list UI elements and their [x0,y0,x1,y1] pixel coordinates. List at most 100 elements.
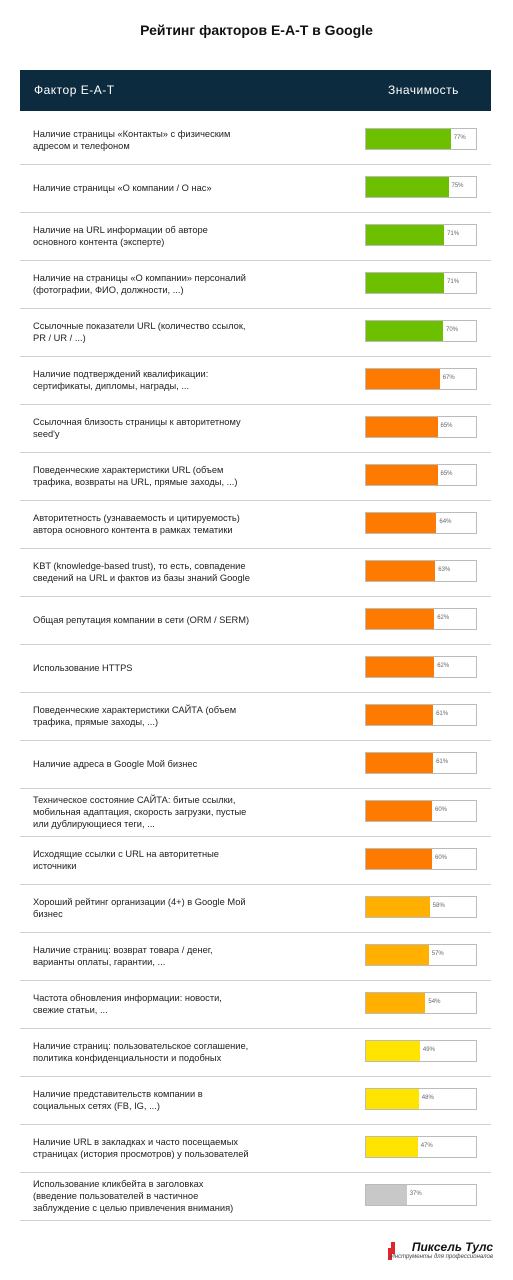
bar [366,417,438,437]
bar [366,1137,418,1157]
category-label: Наличие адреса в Google Мой бизнес [33,759,198,769]
bar [366,1041,420,1061]
category-label: Хороший рейтинг организации (4+) в Googl… [33,897,246,919]
category-label: Наличие на страницы «О компании» персона… [33,273,246,295]
bar-track: 71% [365,272,477,294]
bar [366,513,437,533]
value-label: 77% [453,135,466,141]
row: Наличие страниц: возврат товара / денег,… [20,932,491,981]
bar-track: 57% [365,944,477,966]
category-label: Наличие URL в закладках и часто посещаем… [33,1137,249,1159]
category-label: KBT (knowledge-based trust), то есть, со… [33,561,250,583]
bar-track: 62% [365,656,477,678]
bar-track: 48% [365,1088,477,1110]
bar-track: 65% [365,464,477,486]
bar [366,369,440,389]
value-label: 67% [442,375,455,381]
row: Наличие подтверждений квалификации: серт… [20,356,491,405]
bar [366,897,430,917]
row: Ссылочные показатели URL (количество ссы… [20,308,491,357]
column-header: Значимость [388,83,459,97]
row: Наличие страниц: пользовательское соглаш… [20,1028,491,1077]
bar-track: 60% [365,800,477,822]
value-label: 37% [409,1191,422,1197]
bar-track: 60% [365,848,477,870]
row: Наличие адреса в Google Мой бизнес 61% [20,740,491,789]
category-label: Использование кликбейта в заголовках (вв… [33,1179,234,1213]
bar [366,801,432,821]
bar-track: 49% [365,1040,477,1062]
bar-track: 58% [365,896,477,918]
bar-track: 70% [365,320,477,342]
bar-track: 75% [365,176,477,198]
row: Авторитетность (узнаваемость и цитируемо… [20,500,491,549]
category-label: Наличие страницы «Контакты» с физическим… [33,129,231,151]
bar [366,993,426,1013]
bar [366,465,438,485]
bar [366,225,445,245]
bar-track: 47% [365,1136,477,1158]
row: Наличие страницы «О компании / О нас» 75% [20,164,491,213]
value-label: 61% [436,711,449,717]
bar-track: 61% [365,752,477,774]
category-label: Наличие на URL информации об авторе осно… [33,225,208,247]
table-header: Фактор E-A-T Значимость [20,70,491,111]
bar-track: 37% [365,1184,477,1206]
category-label: Ссылочная близость страницы к авторитетн… [33,417,241,439]
column-header: Фактор E-A-T [34,83,115,97]
row: KBT (knowledge-based trust), то есть, со… [20,548,491,597]
logo-name: Пиксель Тулс [411,1240,493,1254]
category-label: Использование HTTPS [33,663,133,673]
bar [366,609,435,629]
row: Ссылочная близость страницы к авторитетн… [20,404,491,453]
bar [366,1089,419,1109]
category-label: Поведенческие характеристики САЙТА (объе… [33,705,237,727]
value-label: 71% [447,279,460,285]
logo: Пиксель Тулс Инструменты для профессиона… [391,1240,494,1260]
bar [366,273,445,293]
value-label: 62% [437,663,450,669]
bar [366,1185,407,1205]
value-label: 60% [435,807,448,813]
row: Хороший рейтинг организации (4+) в Googl… [20,884,491,933]
row: Поведенческие характеристики САЙТА (объе… [20,692,491,741]
row: Наличие на страницы «О компании» персона… [20,260,491,309]
row: Наличие на URL информации об авторе осно… [20,212,491,261]
category-label: Наличие страниц: возврат товара / денег,… [33,945,213,967]
value-label: 57% [431,951,444,957]
value-label: 75% [451,183,464,189]
category-label: Авторитетность (узнаваемость и цитируемо… [33,513,240,535]
bar-track: 64% [365,512,477,534]
value-label: 54% [428,999,441,1005]
row: Общая репутация компании в сети (ORM / S… [20,596,491,645]
category-label: Наличие страниц: пользовательское соглаш… [33,1041,249,1063]
row: Поведенческие характеристики URL (объем … [20,452,491,501]
bar-track: 63% [365,560,477,582]
value-label: 62% [437,615,450,621]
category-label: Исходящие ссылки с URL на авторитетные и… [33,849,219,871]
row: Наличие представительств компании в соци… [20,1076,491,1125]
bar [366,177,449,197]
row: Частота обновления информации: новости, … [20,980,491,1029]
category-label: Общая репутация компании в сети (ORM / S… [33,615,250,625]
logo-icon [388,1242,395,1260]
value-label: 58% [432,903,445,909]
value-label: 61% [436,759,449,765]
bar-track: 54% [365,992,477,1014]
value-label: 64% [439,519,452,525]
category-label: Наличие представительств компании в соци… [33,1089,203,1111]
bar [366,753,434,773]
value-label: 70% [446,327,459,333]
bar [366,945,429,965]
category-label: Поведенческие характеристики URL (объем … [33,465,238,487]
row: Техническое состояние САЙТА: битые ссылк… [20,788,491,837]
value-label: 71% [447,231,460,237]
value-label: 49% [422,1047,435,1053]
row: Использование кликбейта в заголовках (вв… [20,1172,491,1221]
bar [366,657,435,677]
category-label: Техническое состояние САЙТА: битые ссылк… [33,795,247,829]
bar-track: 61% [365,704,477,726]
value-label: 47% [420,1143,433,1149]
bar [366,129,451,149]
